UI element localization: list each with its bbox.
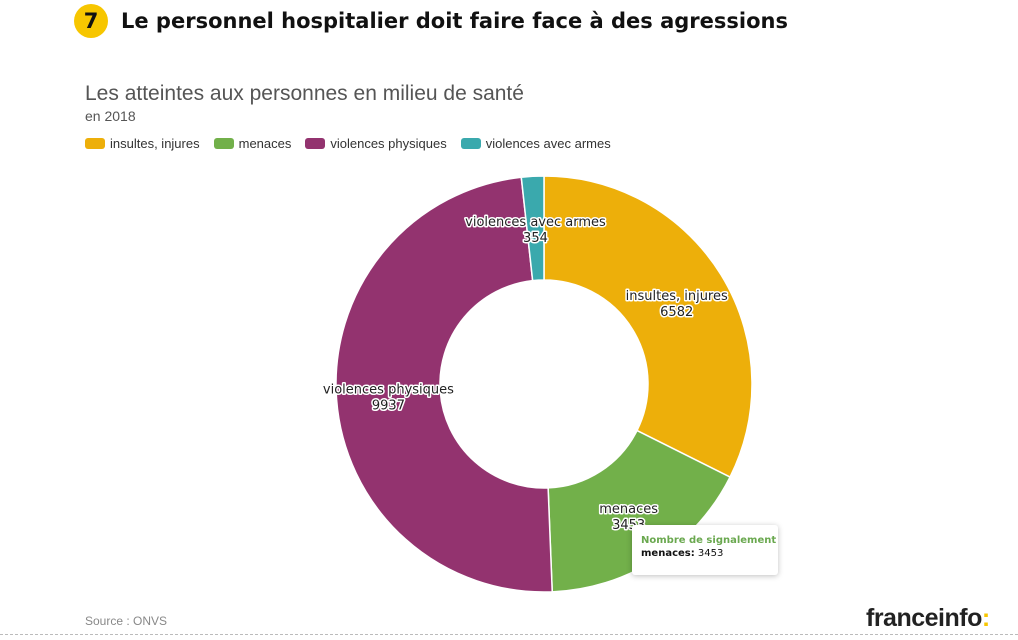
slice-violences-avec-armes[interactable]	[520, 175, 545, 282]
slice-value-violences-physiques: 9937	[372, 399, 405, 414]
legend-swatch	[305, 138, 326, 149]
chart-subtitle: en 2018	[85, 108, 136, 124]
page-title: Le personnel hospitalier doit faire face…	[121, 9, 788, 33]
tooltip-line: menaces: 3453	[641, 548, 724, 559]
slice-value-violences-avec-armes: 354	[523, 231, 548, 246]
legend-label: violences physiques	[330, 136, 447, 151]
tooltip-value: 3453	[697, 548, 724, 559]
slice-label-violences-physiques: violences physiques	[323, 383, 454, 398]
legend-swatch	[213, 138, 234, 149]
bottom-divider	[0, 634, 1018, 635]
tooltip-title: Nombre de signalement	[641, 535, 777, 546]
slice-label-menaces: menaces	[599, 502, 658, 517]
tooltip-series-name: menaces	[641, 548, 691, 559]
slice-insultes-injures[interactable]	[543, 175, 753, 479]
chart-title: Les atteintes aux personnes en milieu de…	[85, 82, 524, 105]
franceinfo-logo: franceinfo:	[866, 604, 990, 633]
page-header: 7 Le personnel hospitalier doit faire fa…	[74, 3, 788, 39]
legend-label: menaces	[238, 136, 292, 151]
slice-violences-physiques[interactable]	[335, 176, 554, 593]
legend-item-insultes-injures[interactable]: insultes, injures	[85, 136, 200, 151]
legend-label: violences avec armes	[485, 136, 611, 151]
legend-swatch	[85, 138, 105, 149]
legend-label: insultes, injures	[110, 136, 200, 151]
chart-legend: insultes, injures menaces violences physiq…	[85, 136, 625, 151]
legend-item-violences-avec-armes[interactable]: violences avec armes	[460, 136, 611, 151]
slice-value-insultes-injures: 6582	[660, 305, 693, 320]
legend-item-violences-physiques[interactable]: violences physiques	[305, 136, 447, 151]
brand-name: franceinfo	[866, 604, 982, 632]
slice-label-violences-avec-armes: violences avec armes	[465, 215, 606, 230]
chart-source: Source : ONVS	[85, 614, 168, 628]
legend-item-menaces[interactable]: menaces	[213, 136, 292, 151]
chart-tooltip: Nombre de signalement menaces: 3453	[632, 525, 778, 575]
chapter-number-badge: 7	[74, 4, 108, 38]
slice-label-insultes-injures: insultes, injures	[626, 289, 728, 304]
brand-accent: :	[981, 604, 990, 632]
legend-swatch	[460, 138, 481, 149]
